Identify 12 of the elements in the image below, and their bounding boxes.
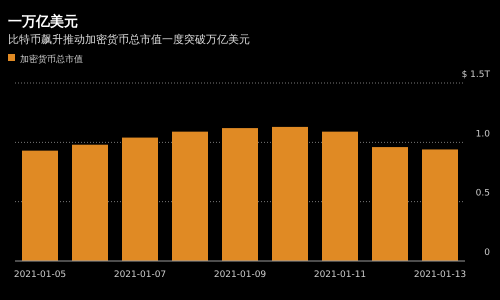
- y-tick-label: $ 1.5T: [462, 70, 490, 80]
- chart-title: 一万亿美元: [8, 13, 78, 30]
- y-tick-label: 1.0: [476, 129, 490, 140]
- x-tick-label: 2021-01-11: [314, 270, 366, 280]
- x-tick-label: 2021-01-05: [14, 270, 66, 280]
- y-tick-label: 0: [484, 248, 490, 258]
- y-tick-label: 0.5: [476, 188, 490, 199]
- legend-label: 加密货币总市值: [20, 54, 83, 65]
- chart-subtitle: 比特币飙升推动加密货币总市值一度突破万亿美元: [8, 33, 250, 46]
- x-tick-label: 2021-01-09: [214, 270, 266, 280]
- x-tick-label: 2021-01-07: [114, 270, 166, 280]
- x-tick-label: 2021-01-13: [414, 270, 466, 280]
